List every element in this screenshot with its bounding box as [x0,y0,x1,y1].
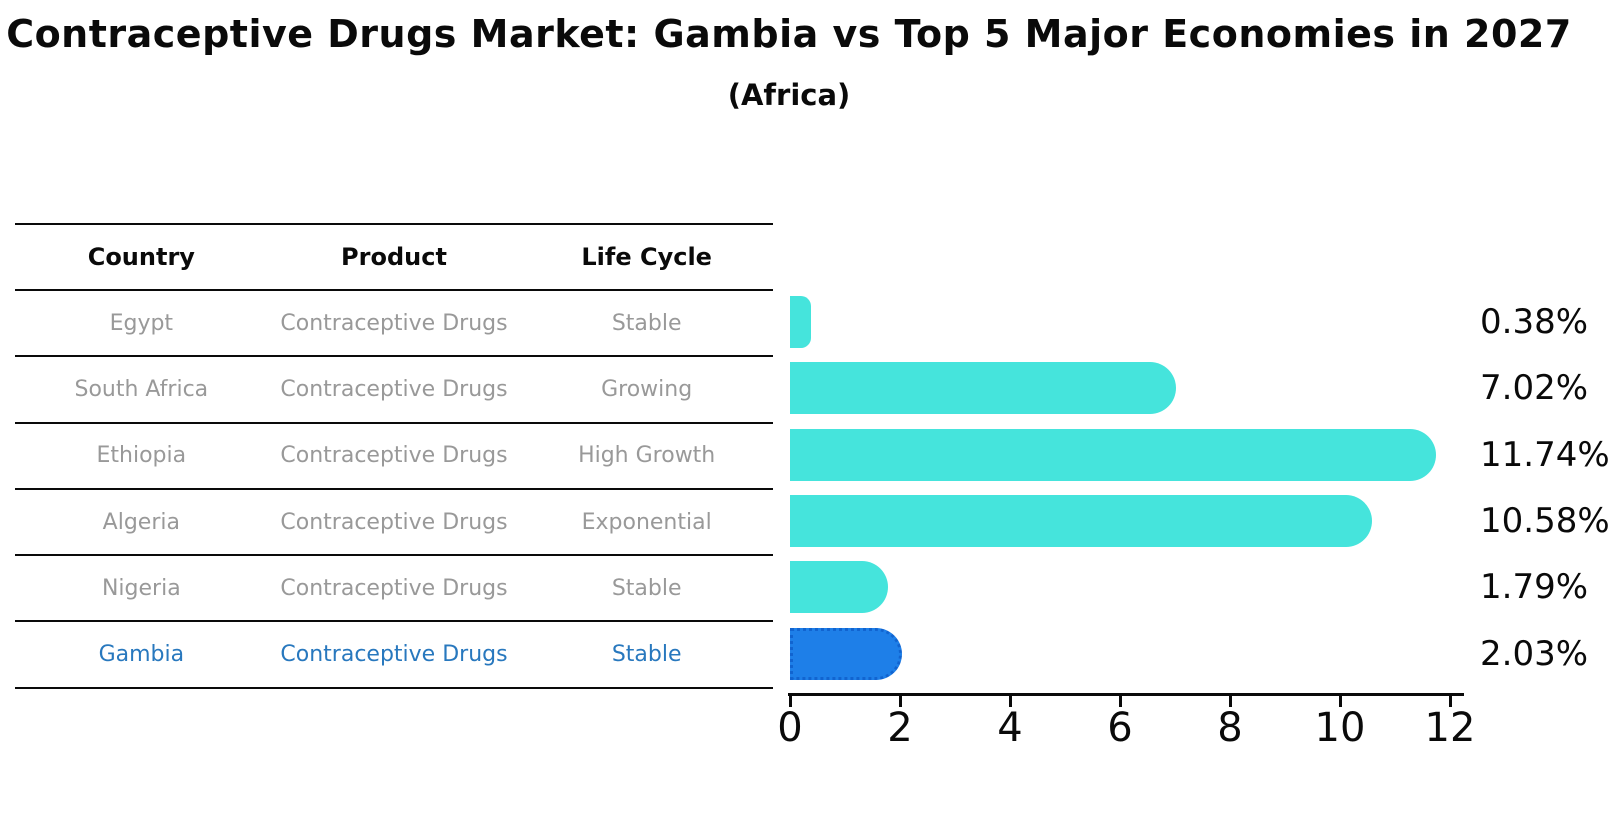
x-tick-label: 8 [1217,705,1243,751]
cell-life-cycle: Stable [611,642,682,668]
table-body: Egypt Contraceptive Drugs Stable South Afri… [15,291,773,689]
cell-country: Egypt [109,310,174,336]
cell-product: Contraceptive Drugs [280,443,508,469]
x-tick-label: 6 [1107,705,1133,751]
value-label: 11.74% [1480,434,1610,475]
country-table: Country Product Life Cycle Egypt Contracept… [15,223,773,689]
cell-country: South Africa [74,376,209,402]
cell-life-cycle: Stable [611,575,682,601]
cell-country: Algeria [102,509,180,535]
table-row: Ethiopia Contraceptive Drugs High Growth [15,424,773,490]
table-row: Gambia Contraceptive Drugs Stable [15,622,773,689]
x-tick-mark [788,696,792,707]
value-label: 10.58% [1480,501,1610,542]
x-tick-mark [1338,696,1342,707]
table-header-life-cycle: Life Cycle [581,243,712,271]
value-label: 7.02% [1480,368,1589,409]
table-header-product: Product [341,243,447,271]
value-label: 0.38% [1480,302,1589,343]
cell-product: Contraceptive Drugs [280,575,508,601]
chart-subtitle: (Africa) [727,78,851,112]
x-tick-mark [1448,696,1452,707]
bar-nigeria [790,561,889,614]
cell-product: Contraceptive Drugs [280,376,508,402]
table-row: Nigeria Contraceptive Drugs Stable [15,556,773,623]
x-tick-mark [1008,696,1012,707]
cell-country: Ethiopia [96,443,187,469]
chart-title: Contraceptive Drugs Market: Gambia vs To… [6,12,1572,56]
bar-algeria [790,495,1372,548]
cell-product: Contraceptive Drugs [280,509,508,535]
value-label: 2.03% [1480,633,1589,674]
cell-life-cycle: Stable [611,310,682,336]
x-tick-mark [1118,696,1122,707]
cell-country: Gambia [98,642,185,668]
bar-egypt [790,296,811,349]
cell-life-cycle: Growing [601,376,693,402]
table-row: Algeria Contraceptive Drugs Exponential [15,490,773,557]
cell-life-cycle: High Growth [578,443,716,469]
x-tick-label: 12 [1424,705,1476,751]
table-row: South Africa Contraceptive Drugs Growing [15,357,773,424]
table-header-country: Country [87,243,195,271]
bar-highlight-gambia [790,627,902,680]
x-tick-label: 0 [777,705,803,751]
cell-country: Nigeria [101,575,181,601]
table-row: Egypt Contraceptive Drugs Stable [15,291,773,358]
x-axis-line [788,693,1464,696]
bar-ethiopia [790,428,1436,481]
cell-product: Contraceptive Drugs [280,310,508,336]
bar-chart: 0 2 4 6 8 10 12 0.38% 7.02% 11.74% 10.58% 1.79% 2.0… [777,289,1610,769]
value-label: 1.79% [1480,567,1589,608]
bar-south-africa [790,362,1177,415]
x-tick-label: 2 [887,705,913,751]
x-tick-label: 4 [997,705,1023,751]
table-header-row: Country Product Life Cycle [15,223,773,291]
cell-life-cycle: Exponential [581,509,712,535]
cell-product: Contraceptive Drugs [280,642,508,668]
x-tick-mark [1228,696,1232,707]
x-tick-label: 10 [1314,705,1366,751]
x-tick-mark [898,696,902,707]
